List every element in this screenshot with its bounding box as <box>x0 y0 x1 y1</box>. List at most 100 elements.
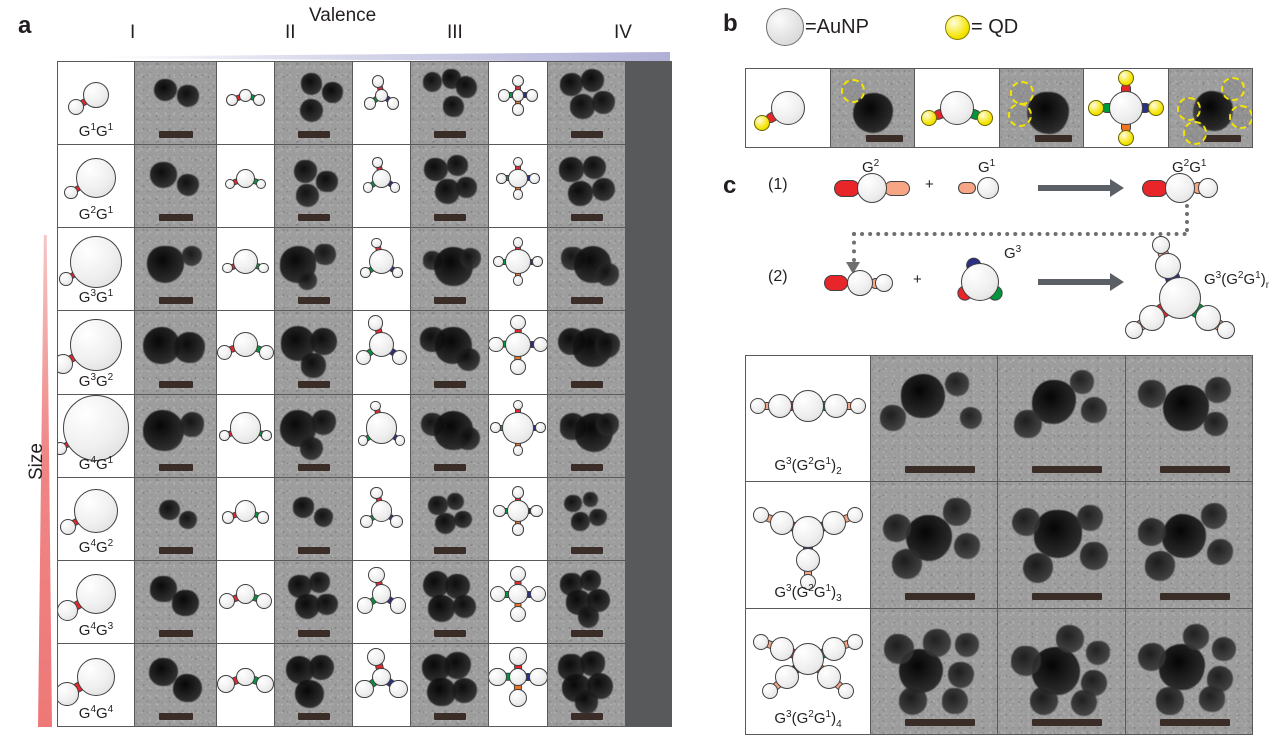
panel-a-tem-cell <box>411 62 488 144</box>
panel-c-tem-cell <box>871 482 997 607</box>
tem-particle <box>901 374 945 418</box>
aunp-sphere <box>360 267 371 278</box>
panel-a-schematic-cell: G4G1 <box>58 395 134 477</box>
scale-bar <box>434 547 466 554</box>
tem-particle <box>560 73 583 96</box>
panel-c-reaction-scheme: G2 + G1 G2G1 + G3 G3(G2G1)n <box>800 158 1269 348</box>
aunp-sphere <box>68 99 84 115</box>
aunp-sphere <box>792 643 824 675</box>
tem-particle <box>443 96 464 117</box>
aunp-sphere <box>392 267 403 278</box>
tem-particle <box>310 328 337 355</box>
aunp-sphere <box>530 586 546 602</box>
panel-a-schematic-cell <box>489 561 547 643</box>
scale-bar <box>434 381 466 388</box>
aunp-sphere <box>512 75 525 88</box>
scale-bar <box>1204 135 1242 142</box>
aunp-sphere <box>372 584 391 603</box>
scale-bar <box>159 547 193 554</box>
panel-a-tem-cell <box>135 228 216 310</box>
aunp-sphere <box>1109 91 1143 125</box>
aunp-sphere <box>753 634 769 650</box>
tem-particle <box>564 495 581 512</box>
schematic-drawing <box>353 62 410 144</box>
aunp-sphere <box>532 256 543 267</box>
qd-sphere <box>1118 70 1134 86</box>
aunp-sphere <box>258 263 269 274</box>
panel-a-grid: G1G1 G2G1 G3G1 G3G2 G4G1 G4G2 G4G3 G4G4 <box>57 61 672 727</box>
panel-c-tem-cell <box>1126 482 1252 607</box>
aunp-sphere <box>513 189 524 200</box>
tem-particle <box>899 687 927 715</box>
tem-particle <box>447 155 468 176</box>
aunp-sphere <box>822 511 846 535</box>
panel-c-schematic-cell: G3(G2G1)3 <box>746 482 870 607</box>
schematic-drawing <box>489 478 547 560</box>
row-label: G1G1 <box>58 122 134 140</box>
aunp-sphere <box>395 435 406 446</box>
scale-bar <box>298 547 330 554</box>
schematic-drawing <box>353 644 410 726</box>
tem-particle <box>1027 92 1069 134</box>
schematic-drawing <box>353 228 410 310</box>
scale-bar <box>298 131 330 138</box>
aunp-sphere <box>363 182 374 193</box>
aunp-sphere <box>535 422 546 433</box>
aunp-sphere <box>253 94 266 107</box>
recycle-arrow-segment <box>1185 204 1189 232</box>
panel-a-schematic-cell <box>353 644 410 726</box>
panel-b-schematic-cell <box>746 69 830 147</box>
aunp-sphere <box>225 179 236 190</box>
scale-bar <box>159 214 193 221</box>
scale-bar <box>434 297 466 304</box>
aunp-sphere <box>257 511 270 524</box>
panel-a-label: a <box>18 14 31 38</box>
recycle-arrow-segment <box>852 232 856 262</box>
reaction-arrow-head <box>1110 179 1124 197</box>
aunp-sphere <box>356 350 371 365</box>
aunp-sphere <box>762 683 778 699</box>
aunp-sphere <box>76 158 116 198</box>
aunp-sphere <box>526 89 539 102</box>
aunp-sphere <box>371 238 382 249</box>
aunp-sphere <box>838 683 854 699</box>
panel-a-tem-cell <box>548 395 625 477</box>
reaction-arrow <box>1038 185 1110 191</box>
panel-a-tem-cell <box>275 228 352 310</box>
tem-particle <box>301 353 326 378</box>
panel-a-tem-cell <box>135 311 216 393</box>
tem-particle <box>456 76 477 97</box>
aunp-sphere <box>1198 178 1218 198</box>
schematic-drawing <box>353 478 410 560</box>
tem-particle <box>578 606 599 627</box>
tem-particle <box>592 91 615 114</box>
aunp-sphere <box>750 398 766 414</box>
tem-particle <box>1183 624 1209 650</box>
scale-bar <box>434 713 466 720</box>
tem-particle <box>1199 686 1225 712</box>
aunp-sphere <box>513 445 524 456</box>
schematic-drawing <box>217 395 274 477</box>
aunp-sphere <box>217 345 232 360</box>
panel-b-schematic-cell <box>1084 69 1168 147</box>
scale-bar <box>866 135 904 142</box>
lobe-salmon <box>958 182 976 194</box>
valence-tick-4: IV <box>614 22 632 44</box>
panel-a-tem-cell <box>275 145 352 227</box>
panel-a-schematic-cell <box>489 478 547 560</box>
scale-bar <box>159 381 193 388</box>
aunp-sphere <box>236 584 255 603</box>
tem-particle <box>960 407 982 429</box>
schematic-drawing <box>489 145 547 227</box>
aunp-sphere <box>261 430 272 441</box>
scale-bar <box>1032 593 1102 600</box>
tem-particle <box>1159 644 1205 690</box>
tem-particle <box>1138 643 1166 671</box>
aunp-sphere <box>875 274 893 292</box>
tem-particle <box>447 493 464 510</box>
panel-a-tem-cell <box>411 561 488 643</box>
schematic-drawing <box>489 395 547 477</box>
panel-c-tem-cell <box>998 609 1124 734</box>
aunp-sphere <box>70 319 122 371</box>
aunp-sphere <box>370 401 381 412</box>
